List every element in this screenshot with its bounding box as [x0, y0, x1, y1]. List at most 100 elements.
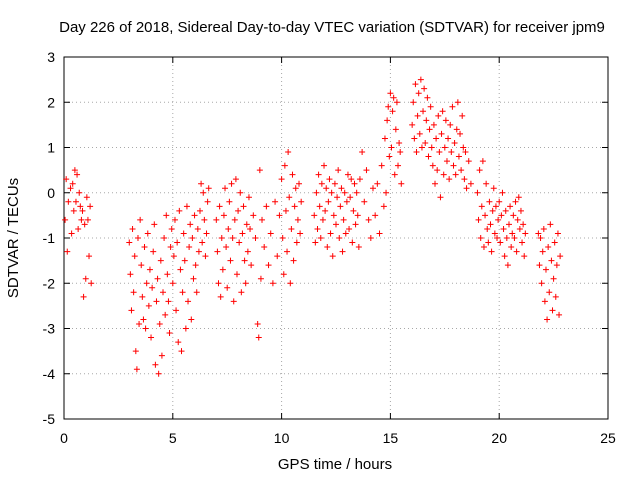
data-point — [372, 212, 378, 218]
data-point — [144, 280, 150, 286]
data-point — [505, 262, 511, 268]
data-point — [409, 122, 415, 128]
data-point — [483, 181, 489, 187]
data-point — [227, 258, 233, 264]
data-point — [414, 149, 420, 155]
data-point — [217, 203, 223, 209]
x-tick-label: 5 — [169, 430, 177, 446]
data-point — [387, 90, 393, 96]
y-tick-label: -5 — [43, 411, 56, 427]
data-point — [490, 208, 496, 214]
data-point — [175, 339, 181, 345]
data-point — [137, 217, 143, 223]
data-point — [88, 280, 94, 286]
data-point — [64, 249, 70, 255]
data-point — [398, 181, 404, 187]
data-point — [245, 249, 251, 255]
data-point — [353, 221, 359, 227]
data-point — [259, 217, 265, 223]
data-point — [164, 271, 170, 277]
y-tick-label: 1 — [47, 140, 55, 156]
data-point — [446, 176, 452, 182]
data-point — [84, 194, 90, 200]
data-point — [410, 99, 416, 105]
data-point — [222, 185, 228, 191]
data-point — [386, 154, 392, 160]
x-tick-label: 10 — [274, 430, 290, 446]
data-point — [515, 217, 521, 223]
data-point — [159, 353, 165, 359]
data-point — [239, 230, 245, 236]
data-point — [416, 90, 422, 96]
data-point — [431, 122, 437, 128]
data-point — [541, 226, 547, 232]
data-point — [383, 190, 389, 196]
data-point — [223, 244, 229, 250]
data-point — [388, 145, 394, 151]
data-point — [351, 181, 357, 187]
y-tick-label: -3 — [43, 321, 56, 337]
data-point — [326, 176, 332, 182]
data-point — [556, 312, 562, 318]
data-point — [189, 235, 195, 241]
data-point — [425, 154, 431, 160]
data-point — [248, 262, 254, 268]
data-point — [555, 230, 561, 236]
data-point — [480, 158, 486, 164]
data-point — [335, 167, 341, 173]
data-point — [454, 126, 460, 132]
data-point — [143, 326, 149, 332]
data-point — [131, 289, 137, 295]
data-point — [62, 217, 68, 223]
data-point — [519, 240, 525, 246]
data-point — [435, 113, 441, 119]
data-point — [230, 235, 236, 241]
data-point — [236, 240, 242, 246]
data-point — [184, 203, 190, 209]
data-point — [464, 185, 470, 191]
data-point — [140, 316, 146, 322]
data-point — [242, 258, 248, 264]
data-point — [232, 217, 238, 223]
data-point — [516, 194, 522, 200]
data-point — [194, 289, 200, 295]
data-point — [294, 240, 300, 246]
data-point — [437, 194, 443, 200]
data-point — [482, 212, 488, 218]
data-point — [489, 249, 495, 255]
data-point — [347, 194, 353, 200]
data-point — [363, 167, 369, 173]
data-point — [447, 122, 453, 128]
data-point — [237, 190, 243, 196]
data-point — [179, 348, 185, 354]
data-point — [75, 226, 81, 232]
data-point — [220, 267, 226, 273]
data-point — [215, 280, 221, 286]
data-point — [411, 135, 417, 141]
data-point — [544, 316, 550, 322]
data-point — [338, 185, 344, 191]
data-point — [510, 212, 516, 218]
data-point — [545, 244, 551, 250]
data-point — [205, 199, 211, 205]
data-point — [85, 217, 91, 223]
data-point — [187, 221, 193, 227]
data-point — [206, 185, 212, 191]
data-point — [235, 208, 241, 214]
x-axis-label: GPS time / hours — [278, 456, 392, 473]
data-point — [543, 267, 549, 273]
data-point — [241, 203, 247, 209]
data-point — [243, 280, 249, 286]
data-point — [292, 203, 298, 209]
data-point — [226, 199, 232, 205]
data-point — [297, 230, 303, 236]
data-point — [421, 86, 427, 92]
data-point — [134, 366, 140, 372]
data-point — [497, 240, 503, 246]
y-tick-label: -1 — [43, 230, 56, 246]
data-point — [503, 208, 509, 214]
data-point — [340, 249, 346, 255]
data-point — [197, 208, 203, 214]
data-point — [349, 240, 355, 246]
data-point — [150, 249, 156, 255]
